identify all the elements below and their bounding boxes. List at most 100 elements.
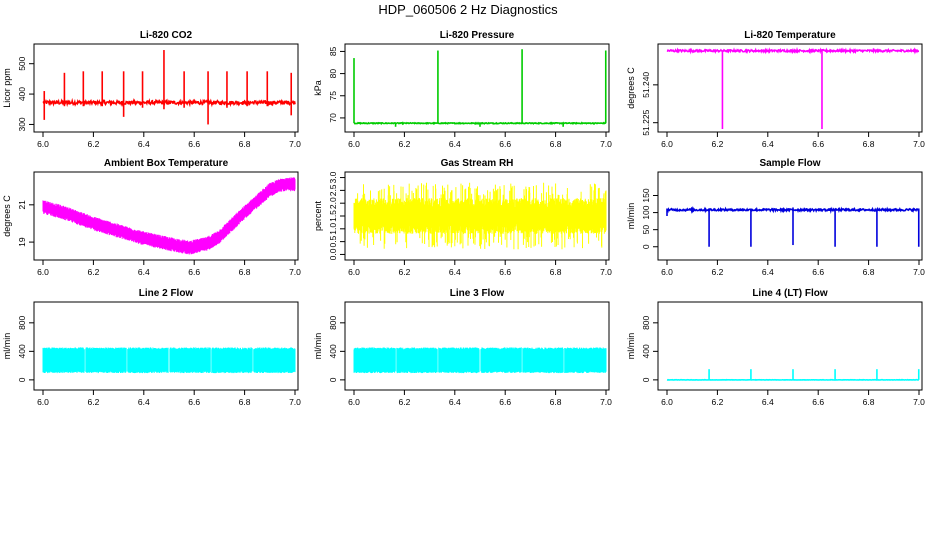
y-tick-label: 50 [641,225,651,235]
y-tick-label: 0 [641,377,651,382]
x-tick-label: 6.8 [550,397,562,407]
y-tick-label: 70 [328,113,338,123]
x-tick-label: 7.0 [600,139,612,149]
x-tick-label: 6.6 [188,397,200,407]
x-tick-label: 7.0 [913,267,925,277]
x-tick-label: 6.2 [711,267,723,277]
y-tick-label: 1.5 [328,210,338,222]
panel-title: Sample Flow [759,158,820,169]
x-tick-label: 6.0 [661,267,673,277]
y-tick-label: 19 [17,237,27,247]
y-axis-label: kPa [313,80,323,96]
y-tick-label: 80 [328,69,338,79]
plot-frame [34,302,298,390]
panel-title: Li-820 Temperature [744,30,836,41]
y-tick-label: 300 [17,117,27,131]
y-axis-label: ml/min [626,203,636,230]
y-tick-label: 0 [641,244,651,249]
y-tick-label: 0 [17,377,27,382]
y-axis-label: percent [313,200,323,231]
y-tick-label: 100 [641,205,651,219]
plot-frame [658,302,922,390]
x-tick-label: 6.6 [188,139,200,149]
x-tick-label: 6.4 [762,397,774,407]
series-baseline [43,101,295,105]
x-tick-label: 7.0 [289,139,301,149]
x-tick-label: 6.8 [239,267,251,277]
x-tick-label: 6.8 [863,267,875,277]
x-tick-label: 6.4 [449,397,461,407]
chart-panel-5: Sample Flow ml/min 6.0 6.2 6.4 6.6 6.8 7.0 0 50 10… [626,158,925,277]
x-tick-label: 7.0 [289,397,301,407]
series-flow-band [43,347,295,373]
series-noise [354,183,606,250]
x-tick-label: 6.4 [762,267,774,277]
x-tick-label: 6.0 [348,139,360,149]
plot-frame [345,44,609,132]
x-tick-label: 6.4 [449,267,461,277]
x-tick-label: 6.6 [499,397,511,407]
y-tick-label: 400 [641,344,651,358]
plot-frame [34,44,298,132]
y-tick-label: 400 [328,344,338,358]
y-tick-label: 85 [328,46,338,56]
y-axis-label: Licor ppm [2,68,12,108]
y-tick-label: 1.0 [328,223,338,235]
x-tick-label: 6.0 [661,397,673,407]
x-tick-label: 7.0 [600,267,612,277]
y-axis-label: ml/min [626,333,636,360]
series-band [43,177,295,254]
x-tick-label: 6.4 [762,139,774,149]
y-tick-label: 2.5 [328,184,338,196]
y-tick-label: 800 [17,315,27,329]
x-tick-label: 7.0 [913,397,925,407]
plot-frame [345,302,609,390]
x-tick-label: 6.0 [348,267,360,277]
x-tick-label: 6.2 [398,397,410,407]
x-tick-label: 6.8 [239,139,251,149]
x-tick-label: 6.0 [37,267,49,277]
x-tick-label: 6.8 [550,139,562,149]
x-tick-label: 6.0 [37,139,49,149]
x-tick-label: 6.4 [138,397,150,407]
y-tick-label: 500 [17,56,27,70]
y-tick-label: 800 [328,315,338,329]
panel-title: Ambient Box Temperature [104,158,229,169]
x-tick-label: 6.0 [37,397,49,407]
x-tick-label: 6.6 [812,139,824,149]
x-tick-label: 6.6 [499,139,511,149]
x-tick-label: 6.2 [711,139,723,149]
panel-title: Li-820 CO2 [140,30,193,41]
x-tick-label: 6.6 [812,397,824,407]
panel-title: Gas Stream RH [441,158,514,169]
y-tick-label: 800 [641,315,651,329]
y-tick-label: 0.0 [328,248,338,260]
y-axis-label: ml/min [313,333,323,360]
x-tick-label: 6.2 [87,267,99,277]
y-tick-label: 150 [641,188,651,202]
plot-frame [658,172,922,260]
series-flow-band [354,347,606,373]
x-tick-label: 6.4 [138,267,150,277]
y-tick-label: 51.225 [641,109,651,135]
x-tick-label: 6.4 [138,139,150,149]
x-tick-label: 6.2 [87,397,99,407]
x-tick-label: 6.8 [863,139,875,149]
x-tick-label: 6.2 [398,267,410,277]
y-axis-label: ml/min [2,333,12,360]
x-tick-label: 6.6 [812,267,824,277]
x-tick-label: 6.0 [661,139,673,149]
y-tick-label: 2.0 [328,197,338,209]
x-tick-label: 6.8 [863,397,875,407]
y-tick-label: 51.240 [641,72,651,98]
x-tick-label: 7.0 [600,397,612,407]
y-tick-label: 400 [17,87,27,101]
x-tick-label: 6.8 [239,397,251,407]
